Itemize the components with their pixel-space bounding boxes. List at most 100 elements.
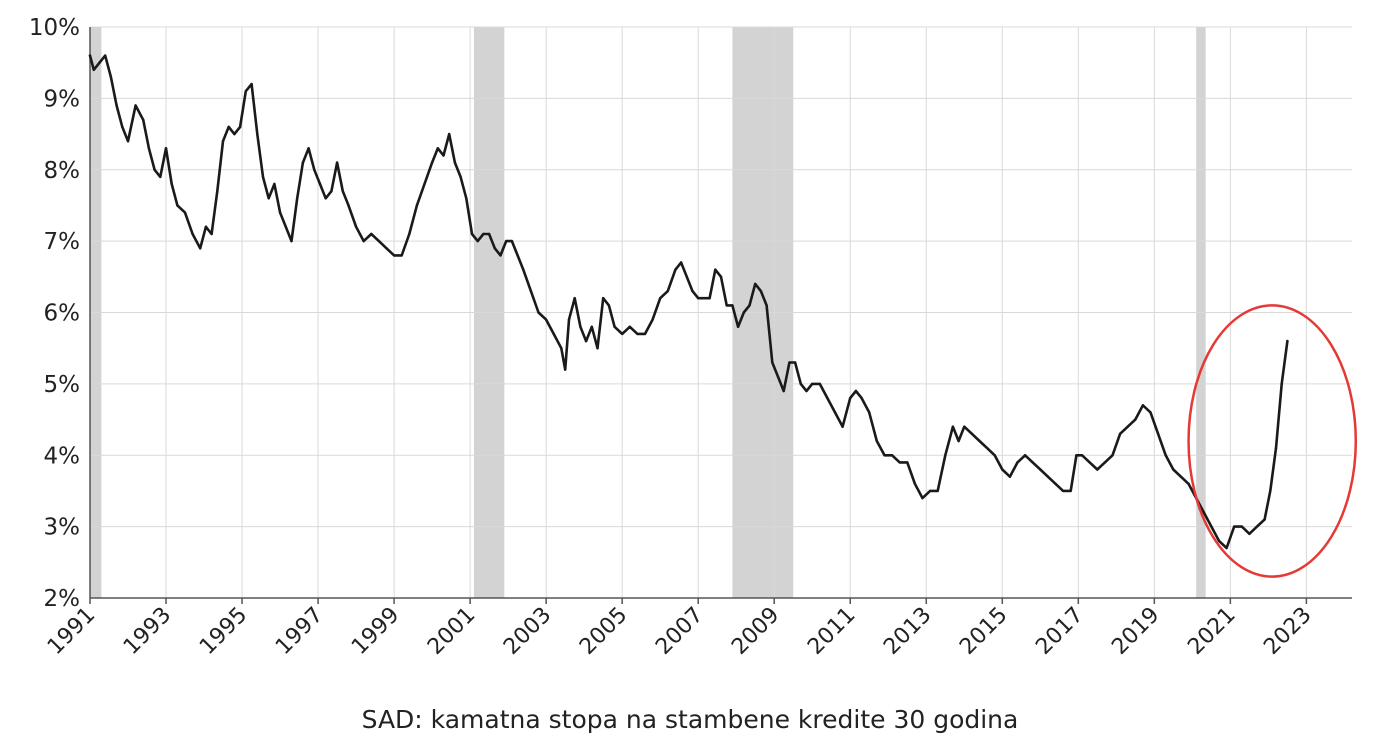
data-point-0-61: [465, 197, 468, 200]
data-point-0-151: [1054, 482, 1057, 485]
data-point-0-101: [714, 268, 717, 271]
data-point-0-106: [742, 311, 745, 314]
data-point-0-56: [436, 147, 439, 150]
data-point-0-161: [1126, 425, 1129, 428]
data-point-0-118: [811, 382, 814, 386]
data-point-0-120: [826, 396, 829, 400]
data-point-0-55: [430, 161, 434, 164]
data-point-0-6: [121, 125, 124, 129]
data-point-0-131: [906, 461, 909, 464]
data-point-0-37: [307, 147, 310, 150]
data-point-0-24: [233, 132, 236, 136]
data-point-0-17: [191, 232, 194, 236]
data-point-0-52: [408, 232, 411, 236]
data-point-0-139: [963, 425, 966, 428]
data-point-0-130: [898, 461, 901, 464]
data-point-0-127: [875, 439, 878, 443]
data-point-0-166: [1164, 454, 1167, 457]
data-point-0-129: [890, 454, 894, 457]
data-point-0-173: [1217, 539, 1221, 543]
data-point-0-103: [725, 304, 728, 307]
data-point-0-168: [1179, 475, 1183, 478]
x-tick-label-14: 2019: [1107, 603, 1164, 660]
data-point-0-32: [278, 211, 282, 214]
data-point-0-108: [754, 282, 757, 286]
data-point-0-175: [1233, 525, 1236, 528]
data-point-0-40: [324, 197, 327, 200]
data-point-0-69: [510, 239, 514, 243]
data-point-0-58: [448, 132, 451, 136]
data-point-0-160: [1118, 432, 1122, 435]
data-point-0-34: [290, 239, 293, 243]
data-point-0-125: [860, 396, 863, 400]
data-point-0-47: [370, 232, 373, 236]
data-point-0-18: [199, 247, 202, 250]
data-point-0-48: [377, 239, 381, 243]
data-point-0-90: [643, 332, 647, 336]
data-point-0-145: [1008, 475, 1012, 478]
data-point-0-176: [1240, 525, 1244, 528]
data-point-0-159: [1111, 454, 1114, 457]
data-point-0-147: [1023, 454, 1027, 457]
data-point-0-51: [400, 254, 403, 257]
data-point-0-85: [607, 304, 611, 307]
data-point-0-116: [799, 382, 802, 386]
y-tick-labels: 2% 3% 4% 5% 6% 7% 8% 9% 10%: [29, 15, 80, 612]
highlight-ellipse: [1187, 304, 1358, 578]
data-point-0-156: [1088, 461, 1091, 464]
data-point-0-10: [147, 147, 151, 150]
data-point-0-123: [849, 396, 852, 400]
data-point-0-105: [736, 325, 740, 328]
data-point-0-107: [748, 304, 751, 307]
data-point-0-9: [142, 118, 145, 122]
x-tick-labels: 1991 1993 1995 1997 1999 2001 2003 2005 2007 2009…: [43, 603, 1317, 660]
data-point-0-157: [1096, 468, 1099, 471]
data-point-0-35: [296, 197, 299, 200]
data-point-0-78: [567, 318, 571, 321]
data-point-0-117: [805, 389, 808, 393]
x-tick-label-4: 1999: [347, 603, 404, 660]
data-point-0-19: [204, 225, 208, 228]
data-point-0-154: [1075, 454, 1078, 457]
x-tick-label-2: 1995: [195, 603, 252, 660]
data-point-0-81: [584, 339, 588, 343]
data-point-0-12: [159, 175, 162, 179]
data-point-0-141: [978, 439, 981, 443]
data-point-0-114: [788, 361, 791, 364]
data-point-0-74: [544, 318, 548, 321]
data-point-0-132: [913, 482, 917, 485]
data-point-0-29: [261, 175, 265, 179]
data-point-0-22: [221, 140, 225, 143]
data-point-0-126: [868, 411, 871, 414]
data-point-0-150: [1046, 475, 1050, 478]
data-point-0-7: [126, 140, 130, 143]
y-tick-label-3: 5%: [44, 372, 81, 398]
data-point-0-110: [765, 304, 768, 307]
x-tick-label-5: 2001: [423, 603, 480, 660]
y-tick-label-7: 9%: [44, 86, 81, 112]
data-point-0-30: [267, 197, 270, 200]
data-point-0-179: [1263, 518, 1266, 521]
data-point-0-50: [392, 254, 396, 257]
data-point-0-2: [98, 61, 101, 64]
data-point-0-1: [92, 68, 96, 72]
data-point-0-143: [993, 454, 996, 457]
data-point-0-0: [88, 54, 92, 57]
data-point-0-182: [1280, 382, 1283, 386]
data-point-0-174: [1225, 546, 1228, 550]
data-point-0-177: [1248, 532, 1251, 535]
data-point-0-96: [685, 275, 688, 278]
data-point-0-49: [385, 247, 388, 250]
data-point-0-42: [335, 161, 339, 164]
data-point-0-91: [651, 318, 654, 321]
data-point-0-183: [1286, 339, 1289, 343]
data-point-0-152: [1061, 489, 1065, 493]
data-point-0-27: [250, 82, 253, 86]
data-point-0-13: [164, 147, 168, 150]
data-point-0-3: [104, 54, 107, 57]
data-point-0-57: [442, 154, 445, 157]
data-point-0-94: [674, 268, 677, 271]
data-point-0-97: [691, 289, 694, 293]
data-point-0-80: [579, 325, 582, 328]
